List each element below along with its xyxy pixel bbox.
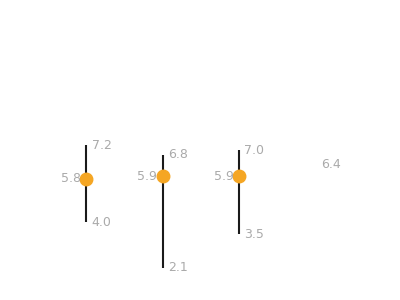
Text: 2.1: 2.1 (168, 261, 188, 274)
Text: 7.0: 7.0 (244, 143, 264, 157)
Text: 7.2: 7.2 (92, 139, 112, 152)
Text: 5.8: 5.8 (61, 172, 81, 185)
Text: 6.8: 6.8 (168, 148, 188, 161)
Text: 3.5: 3.5 (244, 227, 264, 241)
Text: 4.0: 4.0 (92, 215, 112, 229)
Text: 5.9: 5.9 (138, 170, 157, 183)
Text: 6.4: 6.4 (321, 158, 341, 171)
Text: 5.9: 5.9 (214, 170, 234, 183)
